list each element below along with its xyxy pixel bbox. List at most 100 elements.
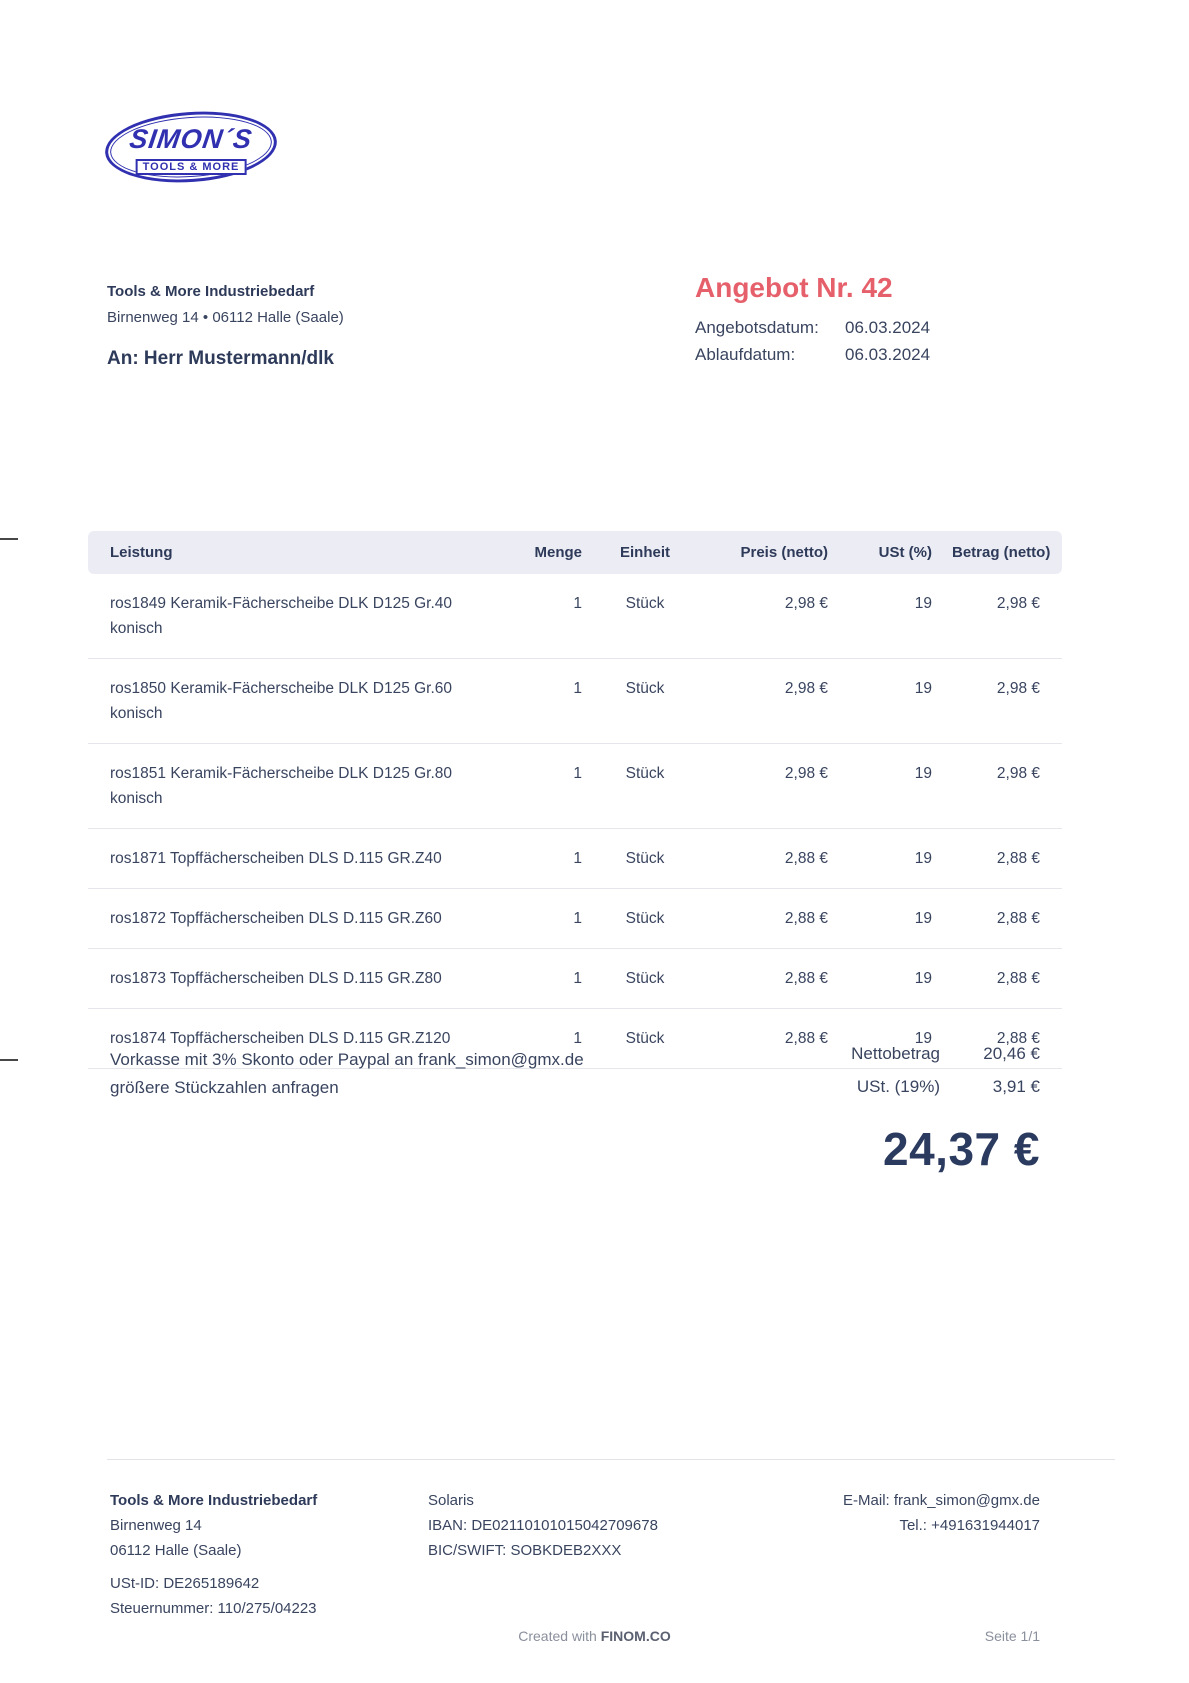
payment-note-line1: Vorkasse mit 3% Skonto oder Paypal an fr… xyxy=(110,1050,584,1069)
cell-menge: 1 xyxy=(573,970,582,987)
net-total-row: Nettobetrag 20,46 € xyxy=(851,1044,1040,1064)
footer-bic: BIC/SWIFT: SOBKDEB2XXX xyxy=(428,1542,622,1559)
offer-header: Angebot Nr. 42 Angebotsdatum: 06.03.2024… xyxy=(695,272,930,365)
footer-phone: Tel.: +491631944017 xyxy=(899,1517,1040,1534)
col-header-einheit: Einheit xyxy=(592,531,698,574)
cell-ust: 19 xyxy=(914,970,932,987)
cell-menge: 1 xyxy=(573,1030,582,1047)
footer-tax-number: Steuernummer: 110/275/04223 xyxy=(110,1600,317,1617)
footer-company-column: Tools & More Industriebedarf Birnenweg 1… xyxy=(110,1488,317,1621)
totals-block: Nettobetrag 20,46 € USt. (19%) 3,91 € 24… xyxy=(851,1044,1040,1176)
cell-menge: 1 xyxy=(573,850,582,867)
payment-notes: Vorkasse mit 3% Skonto oder Paypal an fr… xyxy=(110,1046,584,1102)
cell-einheit: Stück xyxy=(625,595,665,612)
offer-title: Angebot Nr. 42 xyxy=(695,272,893,303)
footer-company-street: Birnenweg 14 xyxy=(110,1517,202,1534)
cell-preis: 2,88 € xyxy=(784,1030,828,1047)
cell-leistung: ros1871 Topffächerscheiben DLS D.115 GR.… xyxy=(110,850,442,867)
cell-preis: 2,88 € xyxy=(784,970,828,987)
table-header-row: Leistung Menge Einheit Preis (netto) USt… xyxy=(88,531,1062,574)
footer-email: E-Mail: frank_simon@gmx.de xyxy=(843,1492,1040,1509)
footer-bank-column: Solaris IBAN: DE02110101015042709678 BIC… xyxy=(428,1488,658,1563)
sender-address: Birnenweg 14 • 06112 Halle (Saale) xyxy=(107,309,344,326)
cell-betrag: 2,98 € xyxy=(996,595,1040,612)
cell-einheit: Stück xyxy=(625,680,665,697)
cell-ust: 19 xyxy=(914,850,932,867)
col-header-ust: USt (%) xyxy=(838,531,942,574)
table-row: ros1872 Topffächerscheiben DLS D.115 GR.… xyxy=(88,889,1062,949)
cell-ust: 19 xyxy=(914,595,932,612)
cell-einheit: Stück xyxy=(625,970,665,987)
cell-preis: 2,88 € xyxy=(784,910,828,927)
recipient-line: An: Herr Mustermann/dlk xyxy=(107,348,334,369)
footer-divider xyxy=(107,1459,1115,1460)
cell-preis: 2,88 € xyxy=(784,850,828,867)
logo-tagline: TOOLS & MORE xyxy=(135,159,247,175)
cell-einheit: Stück xyxy=(625,765,665,782)
cell-leistung: ros1850 Keramik-Fächerscheibe DLK D125 G… xyxy=(110,680,453,722)
footer-bank-name: Solaris xyxy=(428,1492,474,1509)
cell-leistung: ros1849 Keramik-Fächerscheibe DLK D125 G… xyxy=(110,595,453,637)
footer-company-name: Tools & More Industriebedarf xyxy=(110,1492,318,1509)
created-with-text: Created with xyxy=(518,1628,601,1644)
fold-mark xyxy=(0,538,18,540)
payment-note-line2: größere Stückzahlen anfragen xyxy=(110,1078,339,1097)
table-row: ros1850 Keramik-Fächerscheibe DLK D125 G… xyxy=(88,659,1062,744)
net-total-label: Nettobetrag xyxy=(851,1044,940,1063)
footer-vat-id: USt-ID: DE265189642 xyxy=(110,1575,260,1592)
offer-date-value: 06.03.2024 xyxy=(845,318,931,337)
cell-einheit: Stück xyxy=(625,1030,665,1047)
sender-company: Tools & More Industriebedarf xyxy=(107,283,315,300)
cell-menge: 1 xyxy=(573,765,582,782)
cell-betrag: 2,88 € xyxy=(996,850,1040,867)
created-with-line: Created with FINOM.CO xyxy=(0,1628,1189,1644)
grand-total-value: 24,37 € xyxy=(883,1123,1040,1175)
offer-expiry-value: 06.03.2024 xyxy=(845,345,931,364)
cell-betrag: 2,88 € xyxy=(996,910,1040,927)
col-header-leistung: Leistung xyxy=(88,531,508,574)
footer-contact-column: E-Mail: frank_simon@gmx.de Tel.: +491631… xyxy=(843,1488,1040,1538)
cell-leistung: ros1872 Topffächerscheiben DLS D.115 GR.… xyxy=(110,910,442,927)
offer-expiry-label: Ablaufdatum: xyxy=(695,345,796,364)
cell-preis: 2,98 € xyxy=(784,595,828,612)
cell-menge: 1 xyxy=(573,595,582,612)
offer-date-label: Angebotsdatum: xyxy=(695,318,819,337)
cell-menge: 1 xyxy=(573,910,582,927)
logo-name: SIMON´S xyxy=(127,124,255,154)
footer-iban: IBAN: DE02110101015042709678 xyxy=(428,1517,658,1534)
cell-betrag: 2,88 € xyxy=(996,1030,1040,1047)
vat-label: USt. (19%) xyxy=(856,1077,940,1096)
vat-row: USt. (19%) 3,91 € xyxy=(857,1077,1040,1097)
col-header-betrag: Betrag (netto) xyxy=(942,531,1062,574)
cell-betrag: 2,98 € xyxy=(996,680,1040,697)
offer-dates: Angebotsdatum: 06.03.2024 Ablaufdatum: 0… xyxy=(695,318,930,365)
cell-leistung: ros1873 Topffächerscheiben DLS D.115 GR.… xyxy=(110,970,442,987)
cell-betrag: 2,88 € xyxy=(996,970,1040,987)
cell-einheit: Stück xyxy=(625,850,665,867)
items-table: Leistung Menge Einheit Preis (netto) USt… xyxy=(88,531,1062,1069)
cell-ust: 19 xyxy=(914,680,932,697)
cell-einheit: Stück xyxy=(625,910,665,927)
cell-menge: 1 xyxy=(573,680,582,697)
footer-company-city: 06112 Halle (Saale) xyxy=(110,1542,242,1559)
cell-leistung: ros1851 Keramik-Fächerscheibe DLK D125 G… xyxy=(110,765,453,807)
cell-ust: 19 xyxy=(914,1030,932,1047)
cell-ust: 19 xyxy=(914,910,932,927)
table-row: ros1874 Topffächerscheiben DLS D.115 GR.… xyxy=(88,1009,1062,1069)
cell-ust: 19 xyxy=(914,765,932,782)
table-row: ros1873 Topffächerscheiben DLS D.115 GR.… xyxy=(88,949,1062,1009)
cell-leistung: ros1874 Topffächerscheiben DLS D.115 GR.… xyxy=(110,1030,451,1047)
col-header-menge: Menge xyxy=(508,531,592,574)
cell-betrag: 2,98 € xyxy=(996,765,1040,782)
page-number: Seite 1/1 xyxy=(984,1628,1040,1644)
sender-block: Tools & More Industriebedarf Birnenweg 1… xyxy=(107,283,344,326)
fold-mark xyxy=(0,1059,18,1061)
cell-preis: 2,98 € xyxy=(784,765,828,782)
company-logo: SIMON´S TOOLS & MORE xyxy=(102,106,280,188)
finom-brand: FINOM.CO xyxy=(600,1628,671,1644)
col-header-preis: Preis (netto) xyxy=(698,531,838,574)
table-row: ros1871 Topffächerscheiben DLS D.115 GR.… xyxy=(88,829,1062,889)
vat-value: 3,91 € xyxy=(992,1077,1040,1096)
table-row: ros1849 Keramik-Fächerscheibe DLK D125 G… xyxy=(88,574,1062,659)
